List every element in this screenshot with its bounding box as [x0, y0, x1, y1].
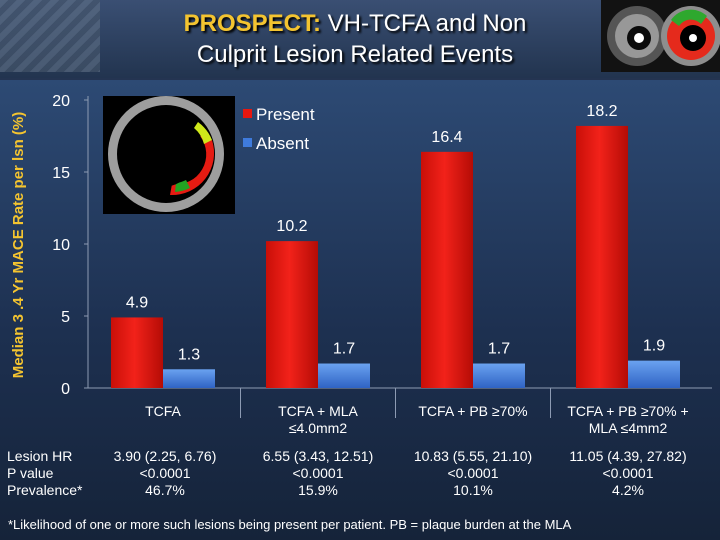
footnote: *Likelihood of one or more such lesions … [8, 517, 572, 532]
data-label: 18.2 [586, 103, 617, 120]
bar-absent [163, 369, 215, 388]
stats-table: Lesion HR P value Prevalence* 3.90 (2.25… [0, 448, 720, 506]
chart-axes: 0 5 10 15 20 TCFA TCFA + MLA≤4.0mm2 TCFA + PB ≥… [52, 93, 712, 436]
stat-p-value: <0.0001 [447, 465, 499, 481]
y-tick-label: 20 [52, 93, 70, 110]
bar-absent [318, 363, 370, 388]
legend-swatch-present [243, 109, 252, 118]
legend-label-absent: Absent [256, 134, 309, 153]
y-tick-label: 10 [52, 237, 70, 254]
y-tick-label: 5 [61, 309, 70, 326]
title-line2: Culprit Lesion Related Events [196, 41, 514, 68]
data-label: 1.9 [643, 338, 665, 355]
stat-lesion-hr: 11.05 (4.39, 27.82) [569, 448, 687, 464]
x-tick-label: TCFA + MLA [278, 403, 358, 419]
stats-column-tcfa-mla: 6.55 (3.43, 12.51) <0.0001 15.9% [243, 448, 393, 499]
stat-prevalence: 46.7% [145, 482, 185, 498]
angiogram-image [0, 0, 100, 72]
chart-bars: 4.9 1.3 10.2 1.7 16.4 1.7 18.2 1.9 [111, 103, 680, 389]
y-tick-label: 0 [61, 381, 70, 398]
legend-label-present: Present [256, 105, 315, 124]
row-label-prevalence: Prevalence* [7, 482, 83, 498]
x-tick-label: TCFA + PB ≥70% [418, 403, 527, 419]
stat-p-value: <0.0001 [602, 465, 654, 481]
x-tick-label: TCFA + PB ≥70% + [567, 403, 688, 419]
stat-p-value: <0.0001 [292, 465, 344, 481]
stats-column-tcfa: 3.90 (2.25, 6.76) <0.0001 46.7% [90, 448, 240, 499]
bar-present [421, 151, 473, 388]
bar-absent [473, 363, 525, 388]
x-tick-label: MLA ≤4mm2 [589, 420, 668, 436]
stat-lesion-hr: 3.90 (2.25, 6.76) [113, 448, 217, 464]
data-label: 1.7 [488, 341, 510, 358]
stat-lesion-hr: 10.83 (5.55, 21.10) [413, 448, 533, 464]
ivus-image [601, 0, 720, 72]
header-band [0, 0, 720, 78]
data-label: 1.7 [333, 341, 355, 358]
stat-lesion-hr: 6.55 (3.43, 12.51) [262, 448, 374, 464]
row-label-p-value: P value [7, 465, 54, 481]
stat-prevalence: 10.1% [453, 482, 493, 498]
stat-prevalence: 15.9% [298, 482, 338, 498]
ivus-inset-image [103, 96, 235, 214]
bar-present [111, 317, 163, 388]
stat-prevalence: 4.2% [612, 482, 644, 498]
data-label: 1.3 [178, 346, 200, 363]
title-accent: PROSPECT: [183, 10, 321, 37]
chart-legend: Present Absent [243, 105, 315, 153]
bar-present [576, 125, 628, 389]
bar-absent [628, 360, 680, 388]
data-label: 4.9 [126, 294, 148, 311]
stats-row-labels: Lesion HR P value Prevalence* [7, 448, 83, 499]
stats-column-tcfa-pb-mla: 11.05 (4.39, 27.82) <0.0001 4.2% [553, 448, 703, 499]
x-tick-label: ≤4.0mm2 [289, 420, 347, 436]
title-line1: VH-TCFA and Non [320, 10, 527, 37]
row-label-lesion-hr: Lesion HR [7, 448, 73, 464]
data-label: 16.4 [431, 129, 462, 146]
slide-title: PROSPECT: VH-TCFA and Non Culprit Lesion… [110, 8, 600, 70]
stats-column-tcfa-pb: 10.83 (5.55, 21.10) <0.0001 10.1% [398, 448, 548, 499]
stat-p-value: <0.0001 [139, 465, 191, 481]
x-tick-label: TCFA [145, 403, 181, 419]
y-tick-label: 15 [52, 165, 70, 182]
bar-present [266, 241, 318, 388]
legend-swatch-absent [243, 138, 252, 147]
data-label: 10.2 [276, 218, 307, 235]
